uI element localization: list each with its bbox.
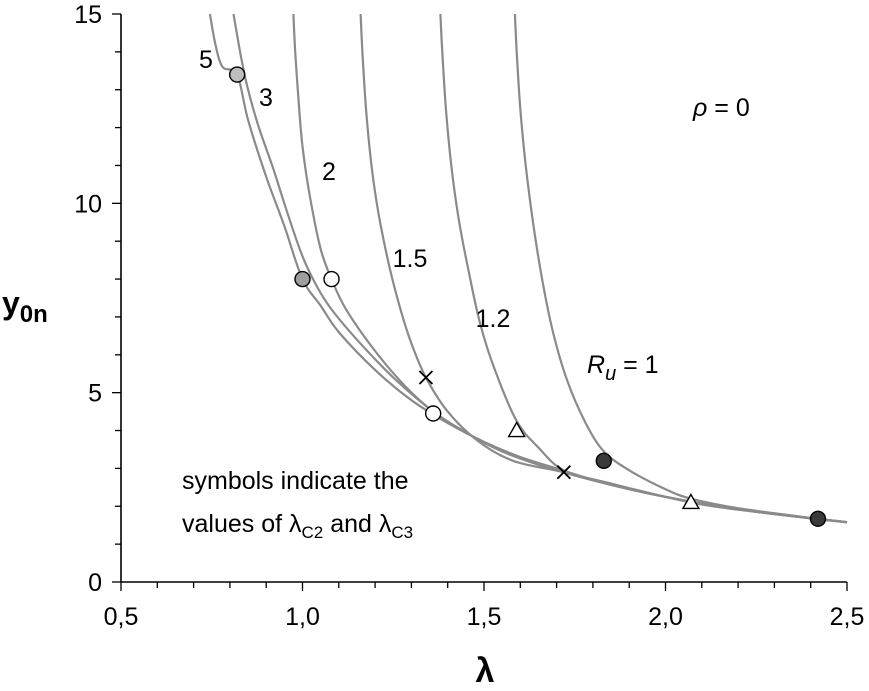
series-label-ru-1-5: 1.5 [393, 245, 428, 273]
marker-triangle [681, 493, 701, 510]
y-tick-label: 5 [88, 380, 102, 408]
x-tick-label: 2,0 [648, 603, 683, 631]
note-line-1: symbols indicate the [182, 467, 409, 495]
curves-layer [208, 13, 848, 524]
note-lambda-c2: λ [289, 510, 302, 538]
marker-circle [424, 405, 442, 422]
series-line-ru-2 [292, 13, 848, 524]
x-axis-title: λ [476, 652, 495, 690]
x-tick-label: 0,5 [104, 603, 139, 631]
ticks-layer [112, 13, 848, 591]
ru-symbol: R [587, 351, 605, 379]
marker-triangle [507, 421, 526, 438]
marker-circle [228, 66, 246, 83]
markers-layer [228, 66, 827, 527]
marker-circle [294, 270, 311, 288]
series-label-ru-1-2: 1.2 [476, 305, 511, 333]
series-line-ru-1-2 [439, 13, 848, 524]
ru-value: = 1 [616, 351, 658, 379]
series-label-ru-5: 5 [199, 46, 213, 74]
marker-circle [595, 452, 612, 470]
series-line-ru-1 [513, 13, 848, 524]
series-label-ru-1: Ru = 1 [587, 351, 659, 385]
note-sub-c2: C2 [302, 523, 324, 542]
note-line-2: values of λC2 and λC3 [182, 510, 413, 542]
x-tick-label: 1,0 [285, 603, 320, 631]
series-line-ru-5 [208, 13, 848, 524]
curve-labels-layer: 5 3 2 1.5 1.2 [199, 46, 510, 333]
rho-value: = 0 [707, 94, 749, 122]
marker-circle [809, 510, 827, 527]
y-axis-title-sub: 0n [20, 301, 48, 328]
series-label-ru-2: 2 [322, 158, 336, 186]
series-line-ru-1-5 [359, 13, 848, 524]
rho-annotation: ρ = 0 [692, 94, 750, 122]
ru-subscript: u [605, 363, 616, 385]
rho-symbol: ρ [692, 94, 707, 122]
x-tick-label: 2,5 [830, 603, 865, 631]
y-axis-title-main: y [2, 285, 20, 321]
y-axis-title: y0n [2, 285, 48, 328]
y-tick-label: 0 [88, 569, 102, 597]
marker-cross [556, 465, 571, 480]
y-tick-label: 15 [74, 1, 102, 29]
tick-labels-layer: 0 5 10 15 0,5 1,0 1,5 2,0 2,5 [74, 1, 864, 631]
note-lambda-c3: λ [379, 510, 392, 538]
note-prefix: values of [182, 510, 289, 538]
x-tick-label: 1,5 [467, 603, 502, 631]
note-and: and [323, 510, 379, 538]
y-tick-label: 10 [74, 190, 102, 218]
marker-circle [323, 270, 340, 288]
note-sub-c3: C3 [391, 523, 413, 542]
series-label-ru-3: 3 [259, 84, 273, 112]
marker-cross [418, 370, 434, 385]
